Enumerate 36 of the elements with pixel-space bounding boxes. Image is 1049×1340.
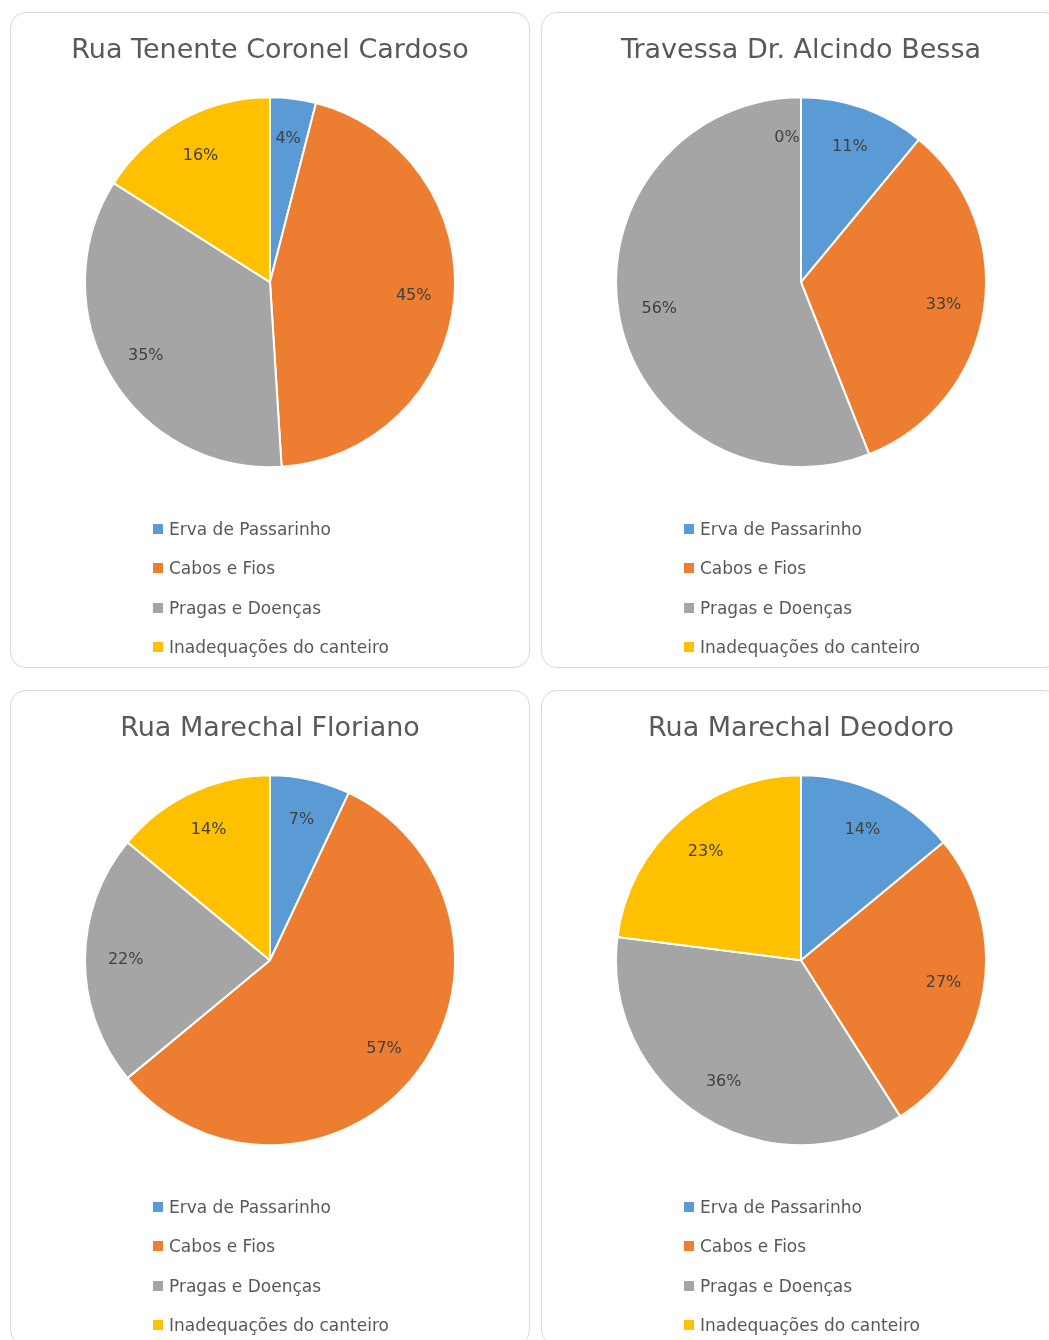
data-label: 45% xyxy=(395,284,432,304)
legend-label: Cabos e Fios xyxy=(169,558,276,579)
legend-label: Inadequações do canteiro xyxy=(700,637,920,658)
data-label: 22% xyxy=(107,949,144,969)
data-label: 7% xyxy=(288,808,315,828)
legend-label: Pragas e Doenças xyxy=(169,1275,322,1296)
legend-label: Cabos e Fios xyxy=(700,558,807,579)
legend-label: Inadequações do canteiro xyxy=(169,1315,389,1336)
data-label: 23% xyxy=(687,841,724,861)
data-label: 11% xyxy=(832,135,868,155)
legend-label: Pragas e Doenças xyxy=(700,1275,853,1296)
legend-label: Pragas e Doenças xyxy=(169,597,322,618)
legend-label: Erva de Passarinho xyxy=(169,518,331,539)
chart-title: Rua Marechal Deodoro xyxy=(648,711,954,743)
legend-label: Cabos e Fios xyxy=(169,1236,276,1257)
data-label: 16% xyxy=(182,144,219,164)
data-label: 4% xyxy=(275,128,301,148)
data-label: 57% xyxy=(366,1037,402,1057)
legend-label: Inadequações do canteiro xyxy=(169,637,389,658)
data-label: 36% xyxy=(705,1071,742,1091)
data-label: 27% xyxy=(925,971,962,991)
chart-title: Travessa Dr. Alcindo Bessa xyxy=(619,33,982,65)
text: 0% xyxy=(774,127,800,147)
data-label: 56% xyxy=(641,298,678,318)
legend-label: Erva de Passarinho xyxy=(700,518,862,539)
legend-label: Erva de Passarinho xyxy=(169,1196,331,1217)
chart-title: Rua Tenente Coronel Cardoso xyxy=(71,33,469,65)
legend-label: Erva de Passarinho xyxy=(700,1196,862,1217)
legend-label: Pragas e Doenças xyxy=(700,597,853,618)
chart-title: Rua Marechal Floriano xyxy=(120,711,420,743)
legend-label: Inadequações do canteiro xyxy=(700,1315,920,1336)
data-label: 35% xyxy=(128,344,164,364)
data-label: 14% xyxy=(190,818,227,838)
legend-label: Cabos e Fios xyxy=(700,1236,807,1257)
data-label: 33% xyxy=(925,293,962,313)
data-label: 14% xyxy=(844,818,881,838)
